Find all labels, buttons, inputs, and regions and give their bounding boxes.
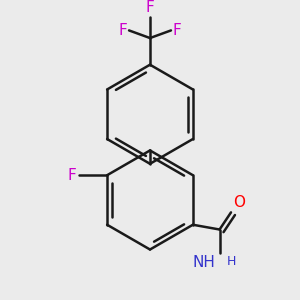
Text: F: F xyxy=(68,168,76,183)
Text: F: F xyxy=(118,23,127,38)
Text: NH: NH xyxy=(193,255,216,270)
Text: O: O xyxy=(233,196,245,211)
Text: H: H xyxy=(227,255,237,268)
Text: F: F xyxy=(173,23,182,38)
Text: F: F xyxy=(146,0,154,15)
